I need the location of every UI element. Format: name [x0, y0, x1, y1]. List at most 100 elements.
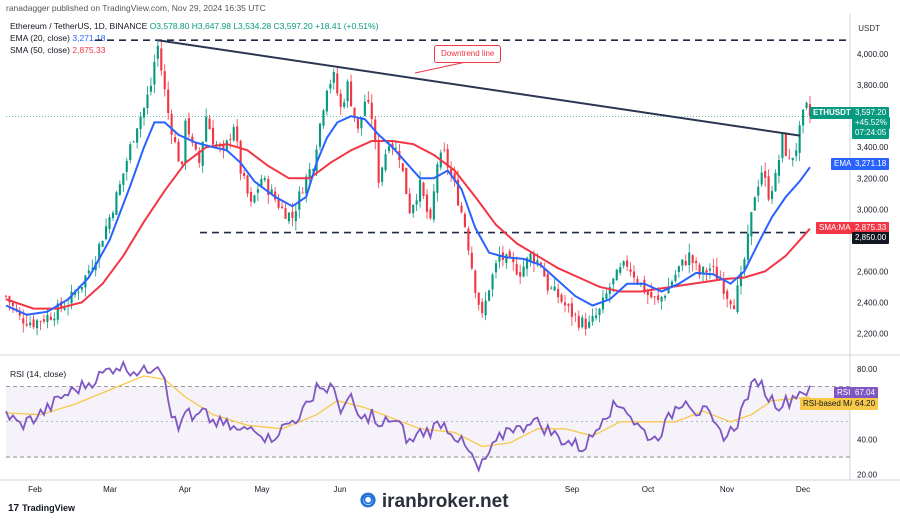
candle-body [156, 45, 159, 59]
candle-body [605, 293, 608, 299]
candle-body [532, 254, 536, 264]
candle-body [522, 266, 525, 277]
candle [512, 252, 515, 271]
candle-body [615, 269, 618, 281]
candle [802, 109, 805, 134]
candle-body [360, 117, 363, 129]
watermark: ⭗ iranbroker.net [360, 490, 509, 512]
candle-body [129, 144, 132, 160]
candle [142, 106, 146, 126]
candle-body [42, 319, 46, 322]
ema-label: EMA (20, close) [10, 33, 70, 43]
candle [791, 157, 794, 167]
candle-body [474, 270, 477, 293]
candle [370, 94, 373, 126]
candle [132, 140, 135, 143]
candle-body [767, 176, 770, 200]
candle-body [70, 291, 73, 304]
candle-body [287, 212, 291, 222]
candle [249, 187, 253, 207]
candle-body [805, 102, 808, 108]
candle-body [525, 257, 529, 269]
candle [163, 64, 166, 97]
candle-body [519, 272, 522, 277]
candle-body [194, 142, 197, 150]
candle-body [612, 278, 615, 285]
candle [177, 138, 180, 162]
candle [381, 166, 384, 187]
candle-body [387, 146, 391, 152]
candle [111, 210, 115, 221]
candle-body [211, 127, 215, 145]
candle-body [588, 321, 591, 328]
time-tick-label: Feb [28, 485, 42, 494]
candle [149, 77, 152, 96]
sma-legend-row: SMA (50, close) 2,875.33 [10, 44, 378, 56]
candle-body [677, 266, 680, 273]
candle-body [622, 261, 625, 266]
candle [436, 161, 439, 202]
candle-body [11, 302, 14, 306]
candle [243, 169, 246, 180]
candle [346, 79, 349, 108]
candle [280, 202, 284, 209]
candle-body [436, 164, 439, 193]
candle [32, 315, 35, 330]
candle-body [222, 143, 225, 150]
candle-body [198, 151, 201, 163]
candle-body [291, 211, 294, 218]
candle [60, 297, 63, 313]
candle [205, 108, 208, 143]
candle-body [508, 251, 511, 257]
candle-body [515, 263, 518, 275]
candle [360, 116, 363, 136]
candle-body [674, 274, 677, 281]
candle-body [163, 71, 166, 90]
candle [674, 269, 677, 283]
price-tick-label: 3,400.00 [857, 143, 889, 152]
candle [187, 112, 190, 139]
candle [588, 315, 591, 329]
candle [108, 214, 111, 234]
candle [760, 165, 763, 187]
candle-body [367, 99, 370, 102]
candle [688, 243, 691, 274]
candle [49, 312, 52, 321]
candle [408, 187, 411, 215]
candle-body [184, 120, 187, 164]
candle-body [205, 116, 208, 142]
candle [239, 139, 242, 181]
candle-body [405, 167, 408, 195]
candles [4, 39, 812, 336]
candle-body [557, 288, 560, 298]
candle [488, 289, 491, 302]
ema-value: 3,271.18 [72, 33, 106, 43]
candle [377, 134, 380, 189]
time-tick-label: May [254, 485, 269, 494]
candle-body [260, 178, 263, 188]
candle-body [384, 154, 387, 171]
candle-body [118, 184, 121, 195]
candle [712, 258, 715, 275]
rsi-line [5, 359, 811, 473]
candle [118, 180, 121, 196]
candle [218, 142, 222, 153]
candle [598, 307, 601, 323]
candle [729, 299, 732, 310]
rsi-ma-value-tag: 64.20 [852, 398, 879, 410]
candle [146, 86, 149, 115]
currency-label: USDT [858, 24, 880, 33]
candle [781, 133, 784, 163]
candle-body [139, 117, 142, 130]
price-tick-label: 3,800.00 [857, 81, 889, 90]
time-tick-label: Oct [642, 485, 655, 494]
candle-body [377, 140, 380, 183]
candle-body [322, 110, 325, 126]
symbol-label: Ethereum / TetherUS, 1D, BINANCE [10, 21, 148, 31]
candle-body [684, 260, 687, 266]
countdown-tag: 07:24:05 [852, 127, 890, 139]
candle [546, 270, 549, 295]
candle-body [553, 286, 556, 291]
candle [632, 265, 636, 283]
